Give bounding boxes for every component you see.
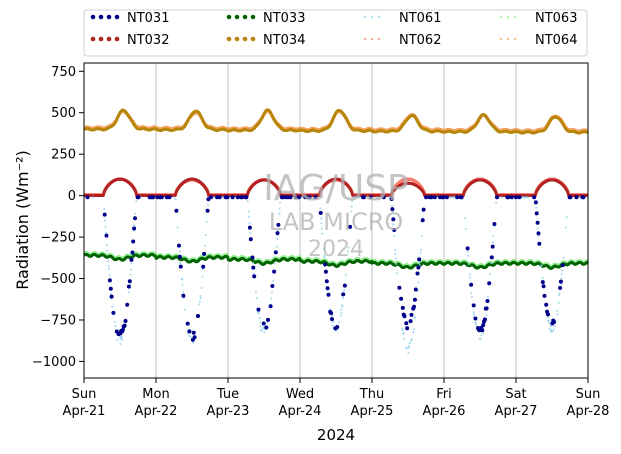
legend-item-nt033: NT033 — [226, 11, 305, 26]
legend-item-nt062: NT062 — [363, 33, 441, 48]
legend-label: NT063 — [535, 11, 577, 26]
legend-marker — [370, 15, 374, 19]
series-layer — [84, 108, 588, 354]
legend-frame — [83, 9, 588, 57]
legend-marker — [106, 14, 112, 20]
legend-label: NT062 — [399, 33, 441, 48]
legend-item-nt061: NT061 — [363, 11, 441, 26]
legend-marker — [242, 36, 248, 42]
legend-marker — [499, 37, 503, 41]
legend-marker — [98, 14, 104, 20]
legend-marker — [363, 37, 367, 41]
legend-marker — [513, 15, 517, 19]
grid-lines — [155, 63, 517, 378]
legend-item-nt034: NT034 — [226, 33, 305, 48]
legend-label: NT033 — [263, 11, 305, 26]
legend-marker — [114, 14, 120, 20]
legend-marker — [377, 37, 381, 41]
legend-marker — [377, 15, 381, 19]
legend-marker — [506, 15, 510, 19]
legend-label: NT061 — [399, 11, 441, 26]
legend-marker — [114, 36, 120, 42]
legend-marker — [250, 36, 256, 42]
legend-marker — [370, 37, 374, 41]
legend-item-nt063: NT063 — [499, 11, 577, 26]
legend-marker — [499, 15, 503, 19]
legend-marker — [234, 14, 240, 20]
legend-marker — [226, 14, 232, 20]
legend-marker — [106, 36, 112, 42]
legend-marker — [226, 36, 232, 42]
legend-label: NT031 — [127, 11, 169, 26]
legend-item-nt032: NT032 — [90, 33, 169, 48]
legend-label: NT032 — [127, 33, 169, 48]
legend-marker — [90, 14, 96, 20]
legend-marker — [98, 36, 104, 42]
legend-marker — [513, 37, 517, 41]
legend-item-nt031: NT031 — [90, 11, 169, 26]
legend-marker — [506, 37, 510, 41]
legend-marker — [234, 36, 240, 42]
legend-marker — [363, 15, 367, 19]
legend-label: NT034 — [263, 33, 305, 48]
legend-marker — [250, 14, 256, 20]
legend-label: NT064 — [535, 33, 577, 48]
legend-marker — [90, 36, 96, 42]
legend: NT031 NT032 NT033 NT034 NT061 NT062 NT063 NT064 — [83, 9, 588, 57]
legend-marker — [242, 14, 248, 20]
plot-area: IAG/USP LAB MICRO 2024 −1000−750−500−250… — [32, 62, 609, 419]
legend-item-nt064: NT064 — [499, 33, 577, 48]
